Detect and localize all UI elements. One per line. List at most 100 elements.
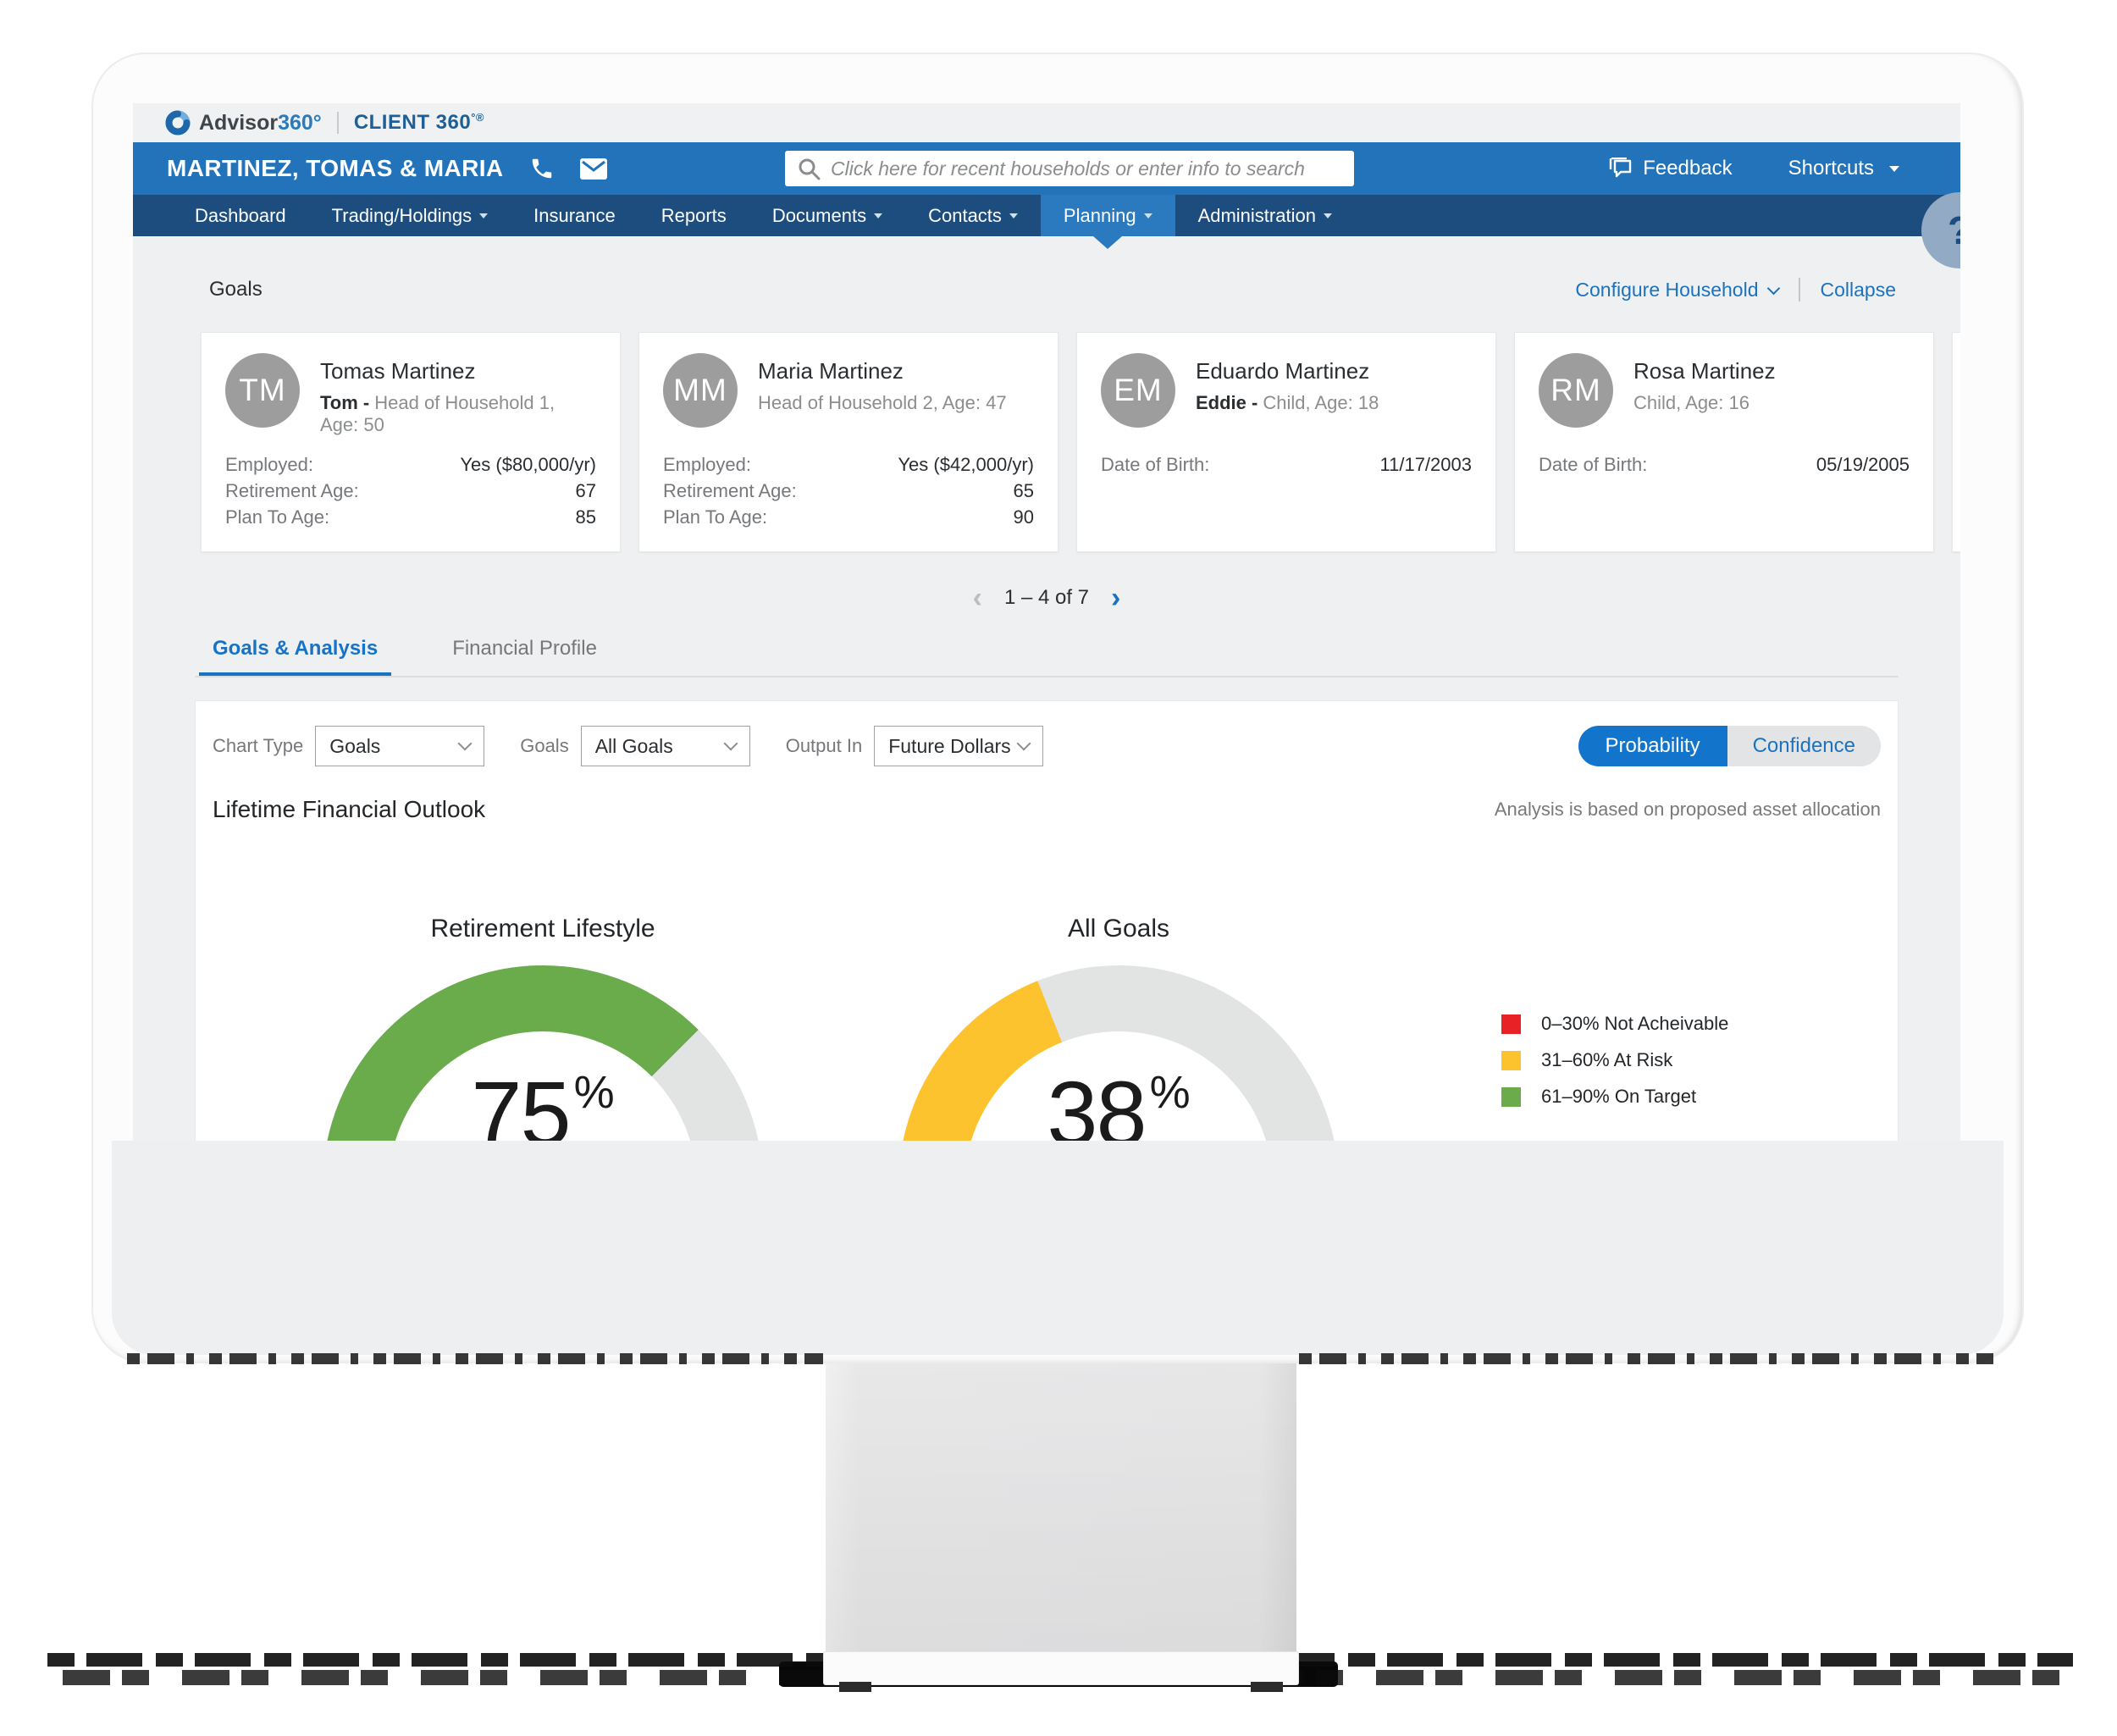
advisor360-logo-icon (165, 110, 191, 135)
detail-row: Employed: Yes ($42,000/yr) (663, 454, 1034, 475)
chevron-down-icon (1766, 281, 1780, 295)
gauge-arc: 75% (323, 965, 763, 1141)
member-nickname: Eddie - (1196, 392, 1258, 413)
goals-select[interactable]: All Goals (580, 726, 750, 766)
detail-row: Retirement Age: 65 (663, 480, 1034, 501)
tab-financial-profile[interactable]: Financial Profile (452, 637, 597, 660)
phone-icon[interactable] (529, 156, 555, 181)
advisor360-logo: Advisor 360° (165, 110, 322, 135)
card-header: TM Tomas Martinez Tom - Head of Household… (202, 333, 620, 436)
feedback-bubble-icon (1609, 158, 1633, 180)
detail-row: Plan To Age: 90 (663, 506, 1034, 528)
shortcuts-menu[interactable]: Shortcuts (1788, 157, 1899, 180)
feedback-button[interactable]: Feedback (1609, 157, 1733, 180)
client360-superscript: °® (471, 111, 484, 124)
outlook-note: Analysis is based on proposed asset allo… (1494, 799, 1881, 820)
chevron-right-icon[interactable]: › (1111, 582, 1121, 614)
household-header: MARTINEZ, TOMAS & MARIA (133, 142, 1960, 195)
monitor-stand-base (823, 1651, 1299, 1692)
pagination-label: 1 – 4 of 7 (1003, 586, 1090, 609)
detail-row: Retirement Age: 67 (225, 480, 596, 501)
monitor-edge-shadow (127, 1353, 823, 1364)
legend-item-on-target: 61–90% On Target (1501, 1086, 1728, 1108)
chevron-down-icon (723, 736, 738, 751)
brand-advisor-text: Advisor (199, 110, 279, 135)
card-info: Rosa Martinez Child, Age: 16 (1633, 353, 1776, 428)
nav-planning[interactable]: Planning (1040, 195, 1175, 236)
gauge-title: Retirement Lifestyle (430, 915, 655, 943)
chart-type-group: Chart Type Goals (213, 726, 485, 766)
nav-reports[interactable]: Reports (661, 204, 727, 226)
envelope-icon[interactable] (579, 158, 607, 180)
legend-item-not-achievable: 0–30% Not Acheivable (1501, 1013, 1728, 1035)
search-input[interactable] (831, 157, 1342, 180)
stand-foot (1251, 1682, 1283, 1692)
member-name: Eduardo Martinez (1196, 358, 1370, 384)
chevron-down-icon (1016, 736, 1031, 751)
detail-row: Date of Birth: 05/19/2005 (1539, 454, 1910, 475)
client360-app-screenshot: Advisor 360° CLIENT 360°® MARTINEZ, TOMAS… (133, 103, 1960, 1141)
member-details: Date of Birth: 11/17/2003 (1101, 451, 1472, 478)
member-details: Employed: Yes ($80,000/yr) Retirement Age… (225, 451, 596, 530)
member-subtitle: Head of Household 2, Age: 47 (758, 392, 1007, 413)
goals-toolbar: Goals Configure Household Collapse (133, 269, 1960, 310)
help-button[interactable]: ? (1921, 192, 1960, 268)
gauge-value: 75% (471, 1062, 615, 1141)
caret-down-icon (1889, 165, 1899, 172)
member-subtitle: Child, Age: 16 (1633, 392, 1749, 413)
card-info: Maria Martinez Head of Household 2, Age:… (758, 353, 1007, 428)
chart-type-label: Chart Type (213, 735, 304, 756)
member-subtitle: Eddie - Child, Age: 18 (1196, 392, 1379, 413)
tab-goals-analysis[interactable]: Goals & Analysis (198, 637, 392, 677)
nav-administration[interactable]: Administration (1175, 195, 1355, 236)
output-in-label: Output In (785, 735, 863, 756)
client360-wordmark: CLIENT 360°® (353, 111, 484, 134)
gauge-title: All Goals (1067, 915, 1170, 943)
household-members-row: TM Tomas Martinez Tom - Head of Household… (201, 332, 1960, 554)
links-divider (1798, 278, 1800, 301)
legend-swatch-yellow (1501, 1050, 1521, 1070)
chart-type-select[interactable]: Goals (315, 726, 485, 766)
card-info: Eduardo Martinez Eddie - Child, Age: 18 (1196, 353, 1379, 428)
section-tabs: Goals & Analysis Financial Profile (198, 637, 1884, 677)
nav-dashboard[interactable]: Dashboard (195, 204, 286, 226)
chevron-down-icon (457, 736, 473, 751)
nav-trading-holdings[interactable]: Trading/Holdings (309, 195, 511, 236)
gauge-value: 38% (1047, 1062, 1191, 1141)
member-card-partial (1952, 332, 1960, 552)
chevron-left-icon[interactable]: ‹ (972, 582, 982, 614)
member-name: Rosa Martinez (1633, 358, 1776, 384)
tabs-divider (195, 676, 1899, 677)
avatar: TM (225, 353, 300, 428)
nav-contacts[interactable]: Contacts (905, 195, 1041, 236)
member-card-maria: MM Maria Martinez Head of Household 2, A… (638, 332, 1058, 552)
nav-documents[interactable]: Documents (749, 195, 905, 236)
probability-toggle-button[interactable]: Probability (1578, 726, 1727, 766)
gauge-arc: 38% (898, 965, 1339, 1141)
chart-filters: Chart Type Goals Goals All Goals Output … (213, 725, 1881, 767)
shortcuts-label: Shortcuts (1788, 157, 1874, 180)
collapse-button[interactable]: Collapse (1820, 278, 1897, 301)
configure-household-button[interactable]: Configure Household (1575, 279, 1780, 301)
caret-down-icon (1323, 213, 1332, 218)
caret-down-icon (1009, 213, 1018, 218)
output-in-group: Output In Future Dollars (786, 726, 1044, 766)
household-name: MARTINEZ, TOMAS & MARIA (167, 155, 504, 181)
logo-bar: Advisor 360° CLIENT 360°® (133, 103, 1960, 142)
card-info: Tomas Martinez Tom - Head of Household 1,… (320, 353, 596, 436)
card-header: EM Eduardo Martinez Eddie - Child, Age: 1… (1077, 333, 1495, 428)
member-details: Employed: Yes ($42,000/yr) Retirement Age… (663, 451, 1034, 530)
nav-insurance[interactable]: Insurance (533, 204, 616, 226)
avatar: RM (1539, 353, 1613, 428)
output-in-select[interactable]: Future Dollars (874, 726, 1044, 766)
confidence-toggle-button[interactable]: Confidence (1727, 726, 1881, 766)
legend-swatch-red (1501, 1014, 1521, 1034)
gauge-retirement-lifestyle: Retirement Lifestyle 75% (323, 915, 763, 1141)
goals-filter-label: Goals (520, 735, 569, 756)
probability-confidence-toggle: Probability Confidence (1578, 726, 1881, 766)
detail-row: Plan To Age: 85 (225, 506, 596, 528)
members-pagination: ‹ 1 – 4 of 7 › (133, 583, 1960, 613)
avatar: MM (663, 353, 738, 428)
monitor-screen-chin (112, 1141, 2004, 1355)
